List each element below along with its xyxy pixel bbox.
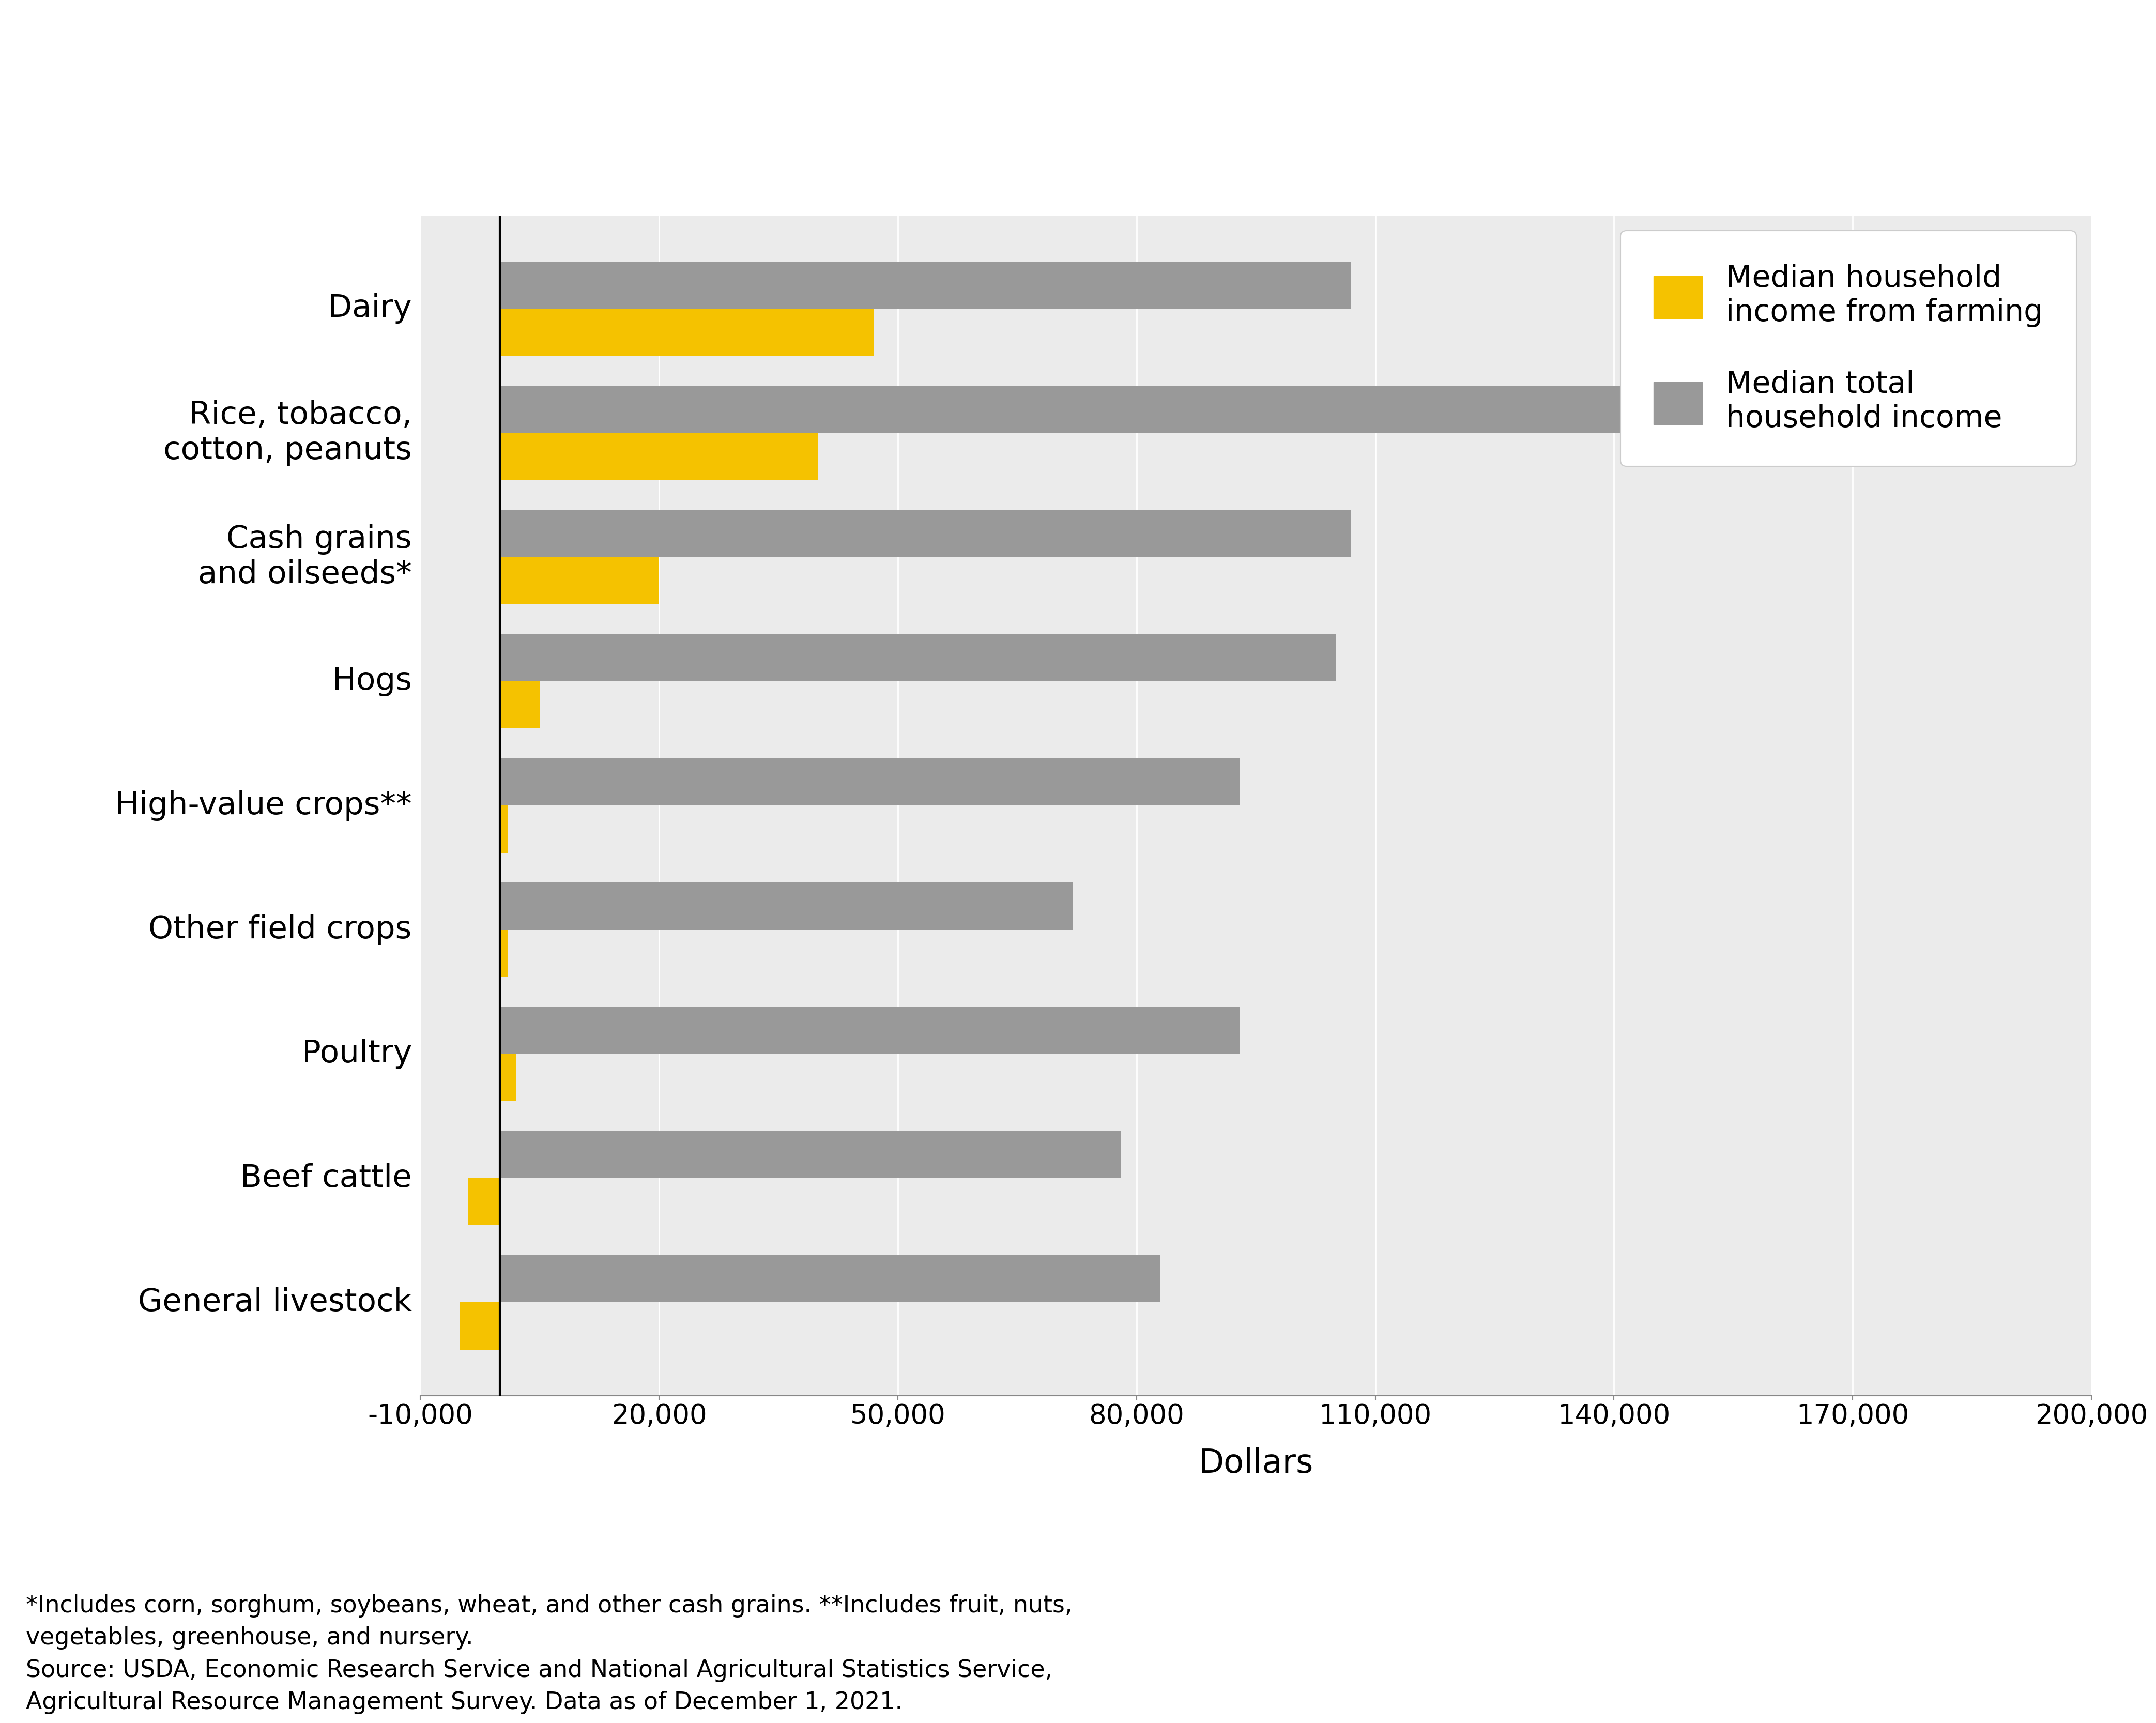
Bar (500, 308, 873, 355)
Bar (500, 634, 1335, 681)
Bar (500, 1256, 1160, 1303)
X-axis label: Dollars: Dollars (1199, 1447, 1313, 1480)
Bar (500, 386, 2012, 432)
Bar (500, 758, 1240, 805)
Legend: Median household
income from farming, Median total
household income: Median household income from farming, Me… (1621, 231, 2076, 467)
Bar (500, 432, 819, 481)
Text: Median farm income and median total income of farm households: Median farm income and median total inco… (39, 50, 1958, 102)
Bar (500, 1054, 515, 1101)
Text: by commodity specialization, 2020: by commodity specialization, 2020 (39, 141, 1050, 191)
Bar (468, 1179, 500, 1225)
Bar (500, 1006, 1240, 1054)
Bar (500, 805, 509, 853)
Bar (500, 930, 509, 977)
Bar (500, 557, 660, 605)
Bar (500, 262, 1352, 308)
Text: *Includes corn, sorghum, soybeans, wheat, and other cash grains. **Includes frui: *Includes corn, sorghum, soybeans, wheat… (26, 1594, 1072, 1714)
Bar (500, 1130, 1121, 1179)
Bar (500, 681, 539, 729)
Bar (500, 882, 1074, 930)
Bar (500, 510, 1352, 557)
Bar (459, 1303, 500, 1349)
